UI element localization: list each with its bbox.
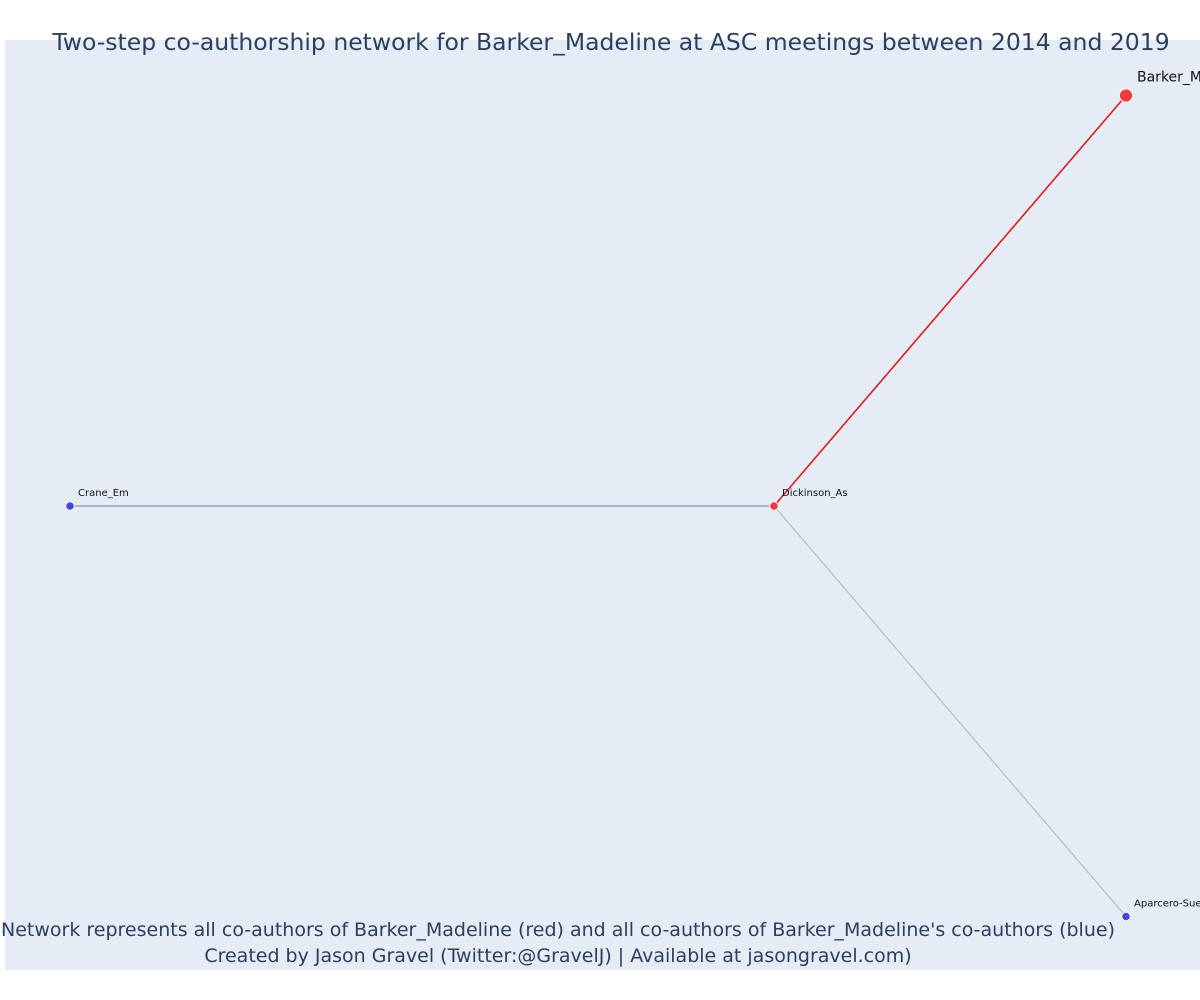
chart-title: Two-step co-authorship network for Barke… — [52, 28, 1170, 56]
node-label-Dickinson_As: Dickinson_As — [782, 488, 848, 499]
node-label-Aparcero-Sue: Aparcero-Sue — [1134, 899, 1200, 910]
edge-Barker_M-Dickinson_As — [773, 94, 1127, 507]
node-Crane_Em[interactable] — [65, 501, 75, 511]
node-label-Barker_M: Barker_M — [1137, 70, 1200, 86]
plot-area — [5, 40, 1200, 970]
edge-Dickinson_As-Aparcero-Sue — [773, 505, 1127, 917]
node-Barker_M[interactable] — [1119, 88, 1133, 103]
node-label-Crane_Em: Crane_Em — [78, 488, 129, 499]
caption-line-2: Created by Jason Gravel (Twitter:@Gravel… — [204, 945, 912, 967]
node-Dickinson_As[interactable] — [769, 501, 779, 511]
caption-line-1: Network represents all co-authors of Bar… — [1, 919, 1115, 941]
node-Aparcero-Sue[interactable] — [1121, 911, 1131, 922]
